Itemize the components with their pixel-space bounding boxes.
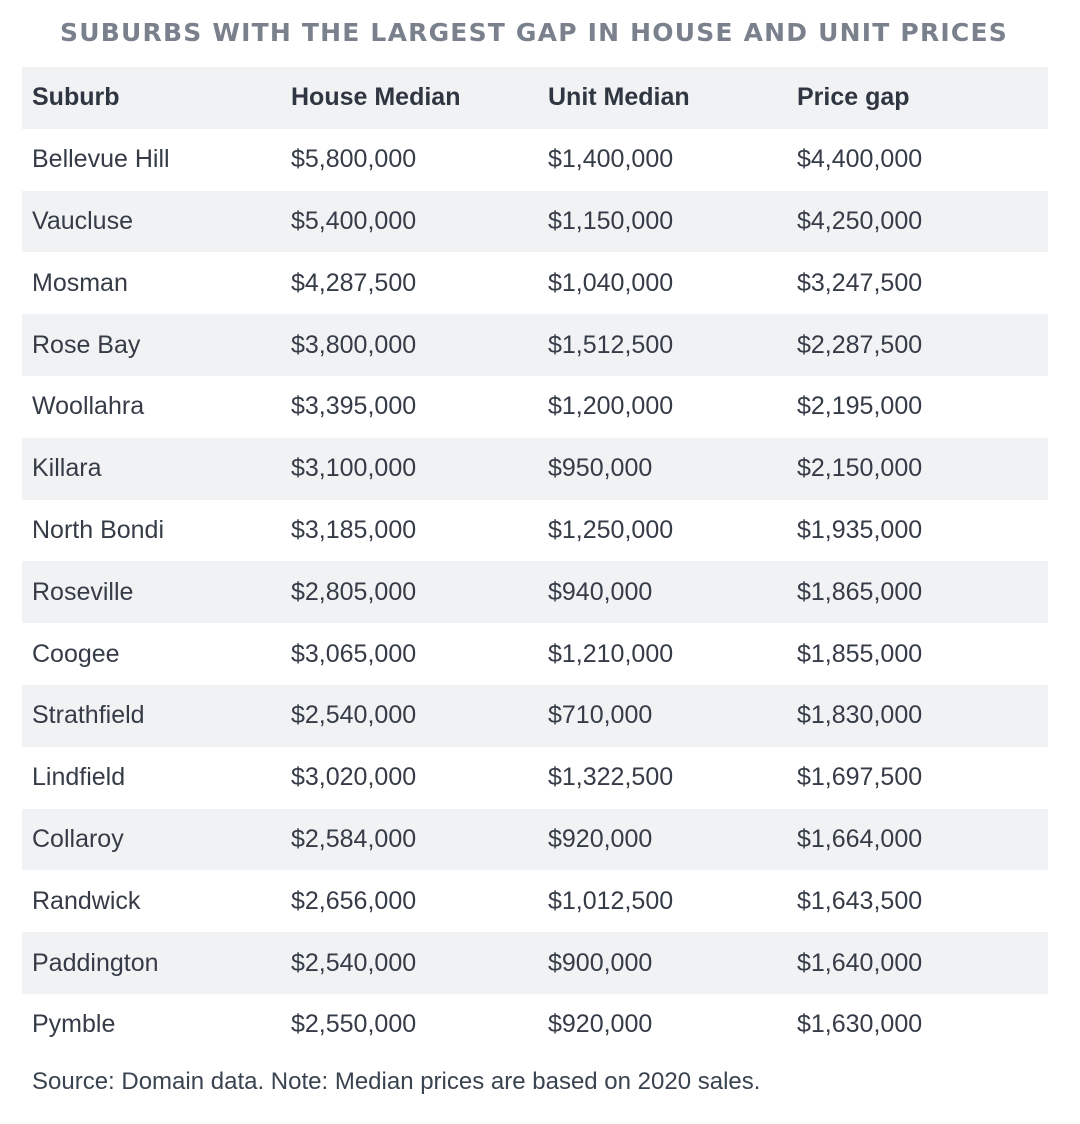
price-gap-cell: $2,150,000 bbox=[797, 454, 923, 483]
suburb-cell: North Bondi bbox=[32, 515, 165, 544]
column-header-house-median: House Median bbox=[291, 83, 461, 112]
suburb-cell: Bellevue Hill bbox=[32, 145, 170, 174]
price-gap-cell: $3,247,500 bbox=[797, 268, 923, 297]
suburb-cell: Randwick bbox=[32, 886, 141, 915]
unit-median-cell: $1,400,000 bbox=[548, 145, 674, 174]
unit-median-cell: $940,000 bbox=[548, 577, 653, 606]
price-gap-cell: $1,855,000 bbox=[797, 639, 923, 668]
suburb-cell: Paddington bbox=[32, 948, 159, 977]
suburb-cell: Strathfield bbox=[32, 701, 145, 730]
table-row: Strathfield $2,540,000 $710,000 $1,830,000 bbox=[22, 684, 1048, 747]
table-header-row: Suburb House Median Unit Median Price ga… bbox=[22, 67, 1048, 129]
unit-median-cell: $900,000 bbox=[548, 948, 653, 977]
table-row: Mosman $4,287,500 $1,040,000 $3,247,500 bbox=[22, 252, 1048, 314]
suburb-cell: Killara bbox=[32, 454, 102, 483]
unit-median-cell: $920,000 bbox=[548, 824, 653, 853]
price-gap-table: Suburb House Median Unit Median Price ga… bbox=[22, 67, 1048, 1056]
price-gap-cell: $1,643,500 bbox=[797, 886, 923, 915]
price-gap-cell: $1,935,000 bbox=[797, 515, 923, 544]
suburb-cell: Coogee bbox=[32, 639, 120, 668]
unit-median-cell: $1,210,000 bbox=[548, 639, 674, 668]
price-gap-cell: $1,640,000 bbox=[797, 948, 923, 977]
unit-median-cell: $1,322,500 bbox=[548, 763, 674, 792]
suburb-cell: Collaroy bbox=[32, 824, 124, 853]
house-median-cell: $5,400,000 bbox=[291, 206, 417, 235]
unit-median-cell: $1,012,500 bbox=[548, 886, 674, 915]
unit-median-cell: $1,250,000 bbox=[548, 515, 674, 544]
house-median-cell: $3,020,000 bbox=[291, 763, 417, 792]
house-median-cell: $3,185,000 bbox=[291, 515, 417, 544]
table-row: Vaucluse $5,400,000 $1,150,000 $4,250,000 bbox=[22, 190, 1048, 253]
table-row: Woollahra $3,395,000 $1,200,000 $2,195,000 bbox=[22, 376, 1048, 438]
house-median-cell: $2,805,000 bbox=[291, 577, 417, 606]
suburb-cell: Woollahra bbox=[32, 392, 145, 421]
house-median-cell: $2,540,000 bbox=[291, 948, 417, 977]
unit-median-cell: $710,000 bbox=[548, 701, 653, 730]
house-median-cell: $3,800,000 bbox=[291, 330, 417, 359]
suburb-cell: Vaucluse bbox=[32, 206, 133, 235]
table-title: SUBURBS WITH THE LARGEST GAP IN HOUSE AN… bbox=[60, 18, 1008, 47]
suburb-cell: Lindfield bbox=[32, 763, 126, 792]
price-gap-cell: $1,830,000 bbox=[797, 701, 923, 730]
table-row: Paddington $2,540,000 $900,000 $1,640,000 bbox=[22, 932, 1048, 994]
house-median-cell: $3,065,000 bbox=[291, 639, 417, 668]
column-header-price-gap: Price gap bbox=[797, 83, 910, 112]
table-row: Roseville $2,805,000 $940,000 $1,865,000 bbox=[22, 561, 1048, 624]
price-gap-cell: $1,630,000 bbox=[797, 1010, 923, 1039]
house-median-cell: $2,584,000 bbox=[291, 824, 417, 853]
house-median-cell: $3,100,000 bbox=[291, 454, 417, 483]
table-row: Randwick $2,656,000 $1,012,500 $1,643,500 bbox=[22, 870, 1048, 932]
house-median-cell: $5,800,000 bbox=[291, 145, 417, 174]
house-median-cell: $3,395,000 bbox=[291, 392, 417, 421]
table-row: Killara $3,100,000 $950,000 $2,150,000 bbox=[22, 437, 1048, 500]
suburb-cell: Rose Bay bbox=[32, 330, 141, 359]
table-row: Bellevue Hill $5,800,000 $1,400,000 $4,400,… bbox=[22, 129, 1048, 191]
house-median-cell: $4,287,500 bbox=[291, 268, 417, 297]
price-gap-cell: $1,697,500 bbox=[797, 763, 923, 792]
table-row: Coogee $3,065,000 $1,210,000 $1,855,000 bbox=[22, 623, 1048, 685]
source-note: Source: Domain data. Note: Median prices… bbox=[32, 1068, 761, 1095]
table-row: Rose Bay $3,800,000 $1,512,500 $2,287,500 bbox=[22, 314, 1048, 376]
price-gap-cell: $2,195,000 bbox=[797, 392, 923, 421]
house-median-cell: $2,550,000 bbox=[291, 1010, 417, 1039]
column-header-unit-median: Unit Median bbox=[548, 83, 690, 112]
table-row: Lindfield $3,020,000 $1,322,500 $1,697,500 bbox=[22, 747, 1048, 809]
unit-median-cell: $1,512,500 bbox=[548, 330, 674, 359]
price-gap-cell: $4,400,000 bbox=[797, 145, 923, 174]
table-row: Collaroy $2,584,000 $920,000 $1,664,000 bbox=[22, 808, 1048, 871]
price-gap-cell: $2,287,500 bbox=[797, 330, 923, 359]
suburb-cell: Roseville bbox=[32, 577, 134, 606]
unit-median-cell: $950,000 bbox=[548, 454, 653, 483]
price-gap-cell: $1,664,000 bbox=[797, 824, 923, 853]
table-row: Pymble $2,550,000 $920,000 $1,630,000 bbox=[22, 994, 1048, 1056]
unit-median-cell: $1,200,000 bbox=[548, 392, 674, 421]
table-row: North Bondi $3,185,000 $1,250,000 $1,935,00… bbox=[22, 500, 1048, 562]
price-gap-cell: $1,865,000 bbox=[797, 577, 923, 606]
unit-median-cell: $1,040,000 bbox=[548, 268, 674, 297]
price-gap-cell: $4,250,000 bbox=[797, 206, 923, 235]
house-median-cell: $2,540,000 bbox=[291, 701, 417, 730]
unit-median-cell: $920,000 bbox=[548, 1010, 653, 1039]
column-header-suburb: Suburb bbox=[32, 83, 120, 112]
suburb-cell: Mosman bbox=[32, 268, 128, 297]
house-median-cell: $2,656,000 bbox=[291, 886, 417, 915]
unit-median-cell: $1,150,000 bbox=[548, 206, 674, 235]
suburb-cell: Pymble bbox=[32, 1010, 116, 1039]
